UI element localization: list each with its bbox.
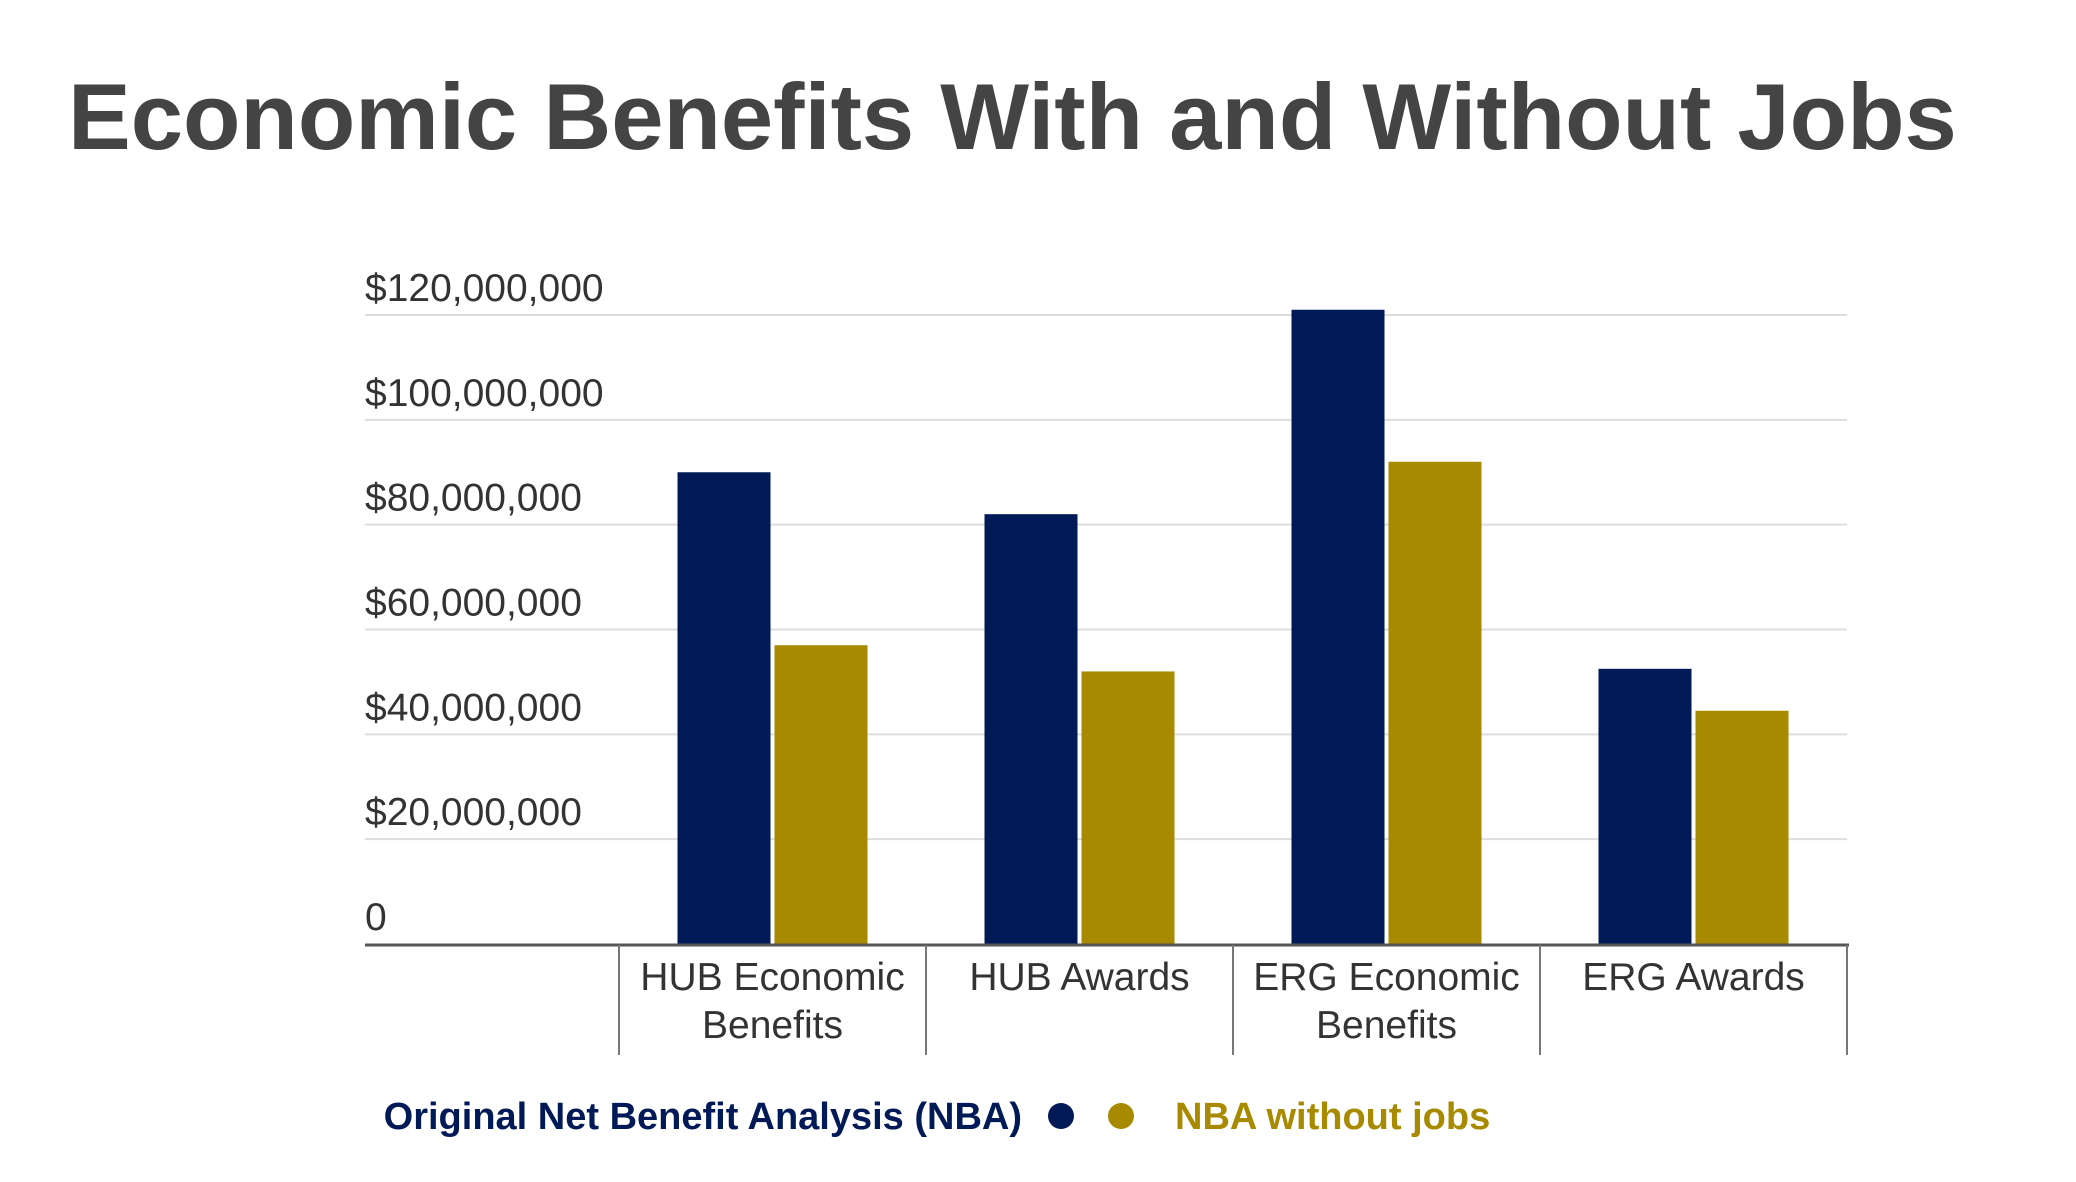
- bar-nba-without-jobs: [1388, 461, 1482, 944]
- x-category-label: Benefits: [1316, 1004, 1457, 1047]
- bar-original-nba: [677, 472, 771, 944]
- legend: Original Net Benefit Analysis (NBA) NBA w…: [384, 1096, 1491, 1138]
- x-category-label: Benefits: [702, 1004, 843, 1047]
- bar-original-nba: [984, 514, 1078, 944]
- y-tick-label: 0: [365, 896, 387, 939]
- bar-nba-without-jobs: [1081, 671, 1175, 944]
- legend-marker-nba-without-jobs: [1108, 1103, 1134, 1129]
- y-tick-label: $60,000,000: [365, 582, 582, 625]
- y-tick-label: $20,000,000: [365, 791, 582, 834]
- x-category-label: ERG Economic: [1253, 956, 1520, 999]
- x-axis-category-labels: HUB Economic Benefits HUB Awards ERG Econom…: [640, 956, 1804, 1047]
- axes: [365, 943, 1849, 1055]
- x-category-label: HUB Awards: [969, 956, 1189, 999]
- x-category-label: ERG Awards: [1582, 956, 1805, 999]
- legend-marker-original-nba: [1048, 1103, 1074, 1129]
- bar-original-nba: [1598, 668, 1692, 944]
- y-axis-tick-labels: 0 $20,000,000 $40,000,000 $60,000,000 $80,00…: [365, 267, 604, 939]
- chart-title: Economic Benefits With and Without Jobs: [68, 64, 1957, 169]
- legend-label-nba-without-jobs: NBA without jobs: [1175, 1096, 1490, 1138]
- bar-original-nba: [1291, 309, 1385, 945]
- bars: [677, 309, 1789, 945]
- y-tick-label: $120,000,000: [365, 267, 604, 310]
- bar-nba-without-jobs: [1695, 710, 1789, 944]
- bar-nba-without-jobs: [774, 645, 868, 944]
- y-tick-label: $80,000,000: [365, 477, 582, 520]
- x-category-label: HUB Economic: [640, 956, 904, 999]
- y-tick-label: $40,000,000: [365, 686, 582, 729]
- y-tick-label: $100,000,000: [365, 372, 604, 415]
- legend-label-original-nba: Original Net Benefit Analysis (NBA): [384, 1096, 1022, 1138]
